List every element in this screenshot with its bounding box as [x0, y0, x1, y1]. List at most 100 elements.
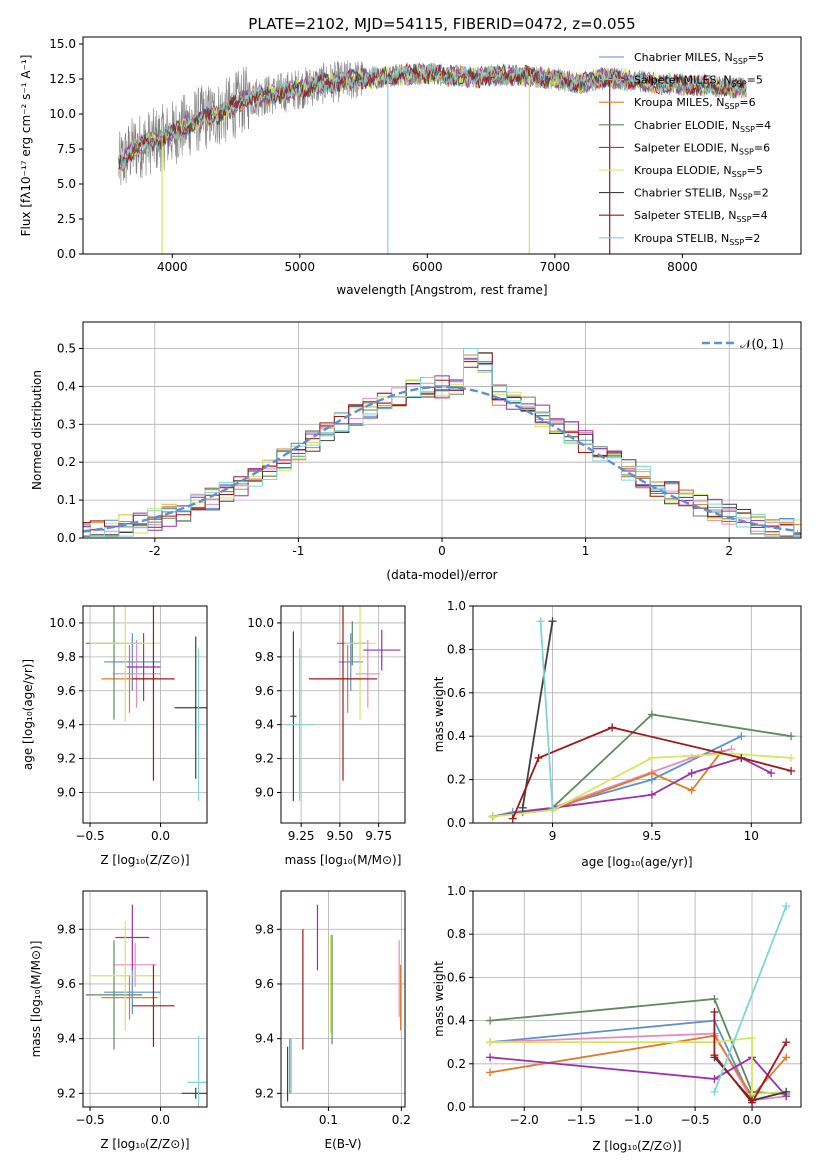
age_vs_Z-ytick-label: 9.4: [57, 718, 76, 732]
legend-n: =6: [739, 96, 755, 109]
legend-sub: SSP: [733, 57, 748, 66]
legend-n: =5: [747, 164, 763, 177]
weight_vs_Z-ylabel: mass weight: [432, 961, 446, 1037]
legend-n: =6: [754, 141, 770, 154]
weight_vs_age-ylabel: mass weight: [432, 676, 446, 752]
weight_vs_Z-xtick-label: −1.0: [624, 1113, 653, 1127]
legend-label: Kroupa MILES, N: [634, 96, 724, 109]
residuals-xtick-label: 2: [725, 544, 733, 558]
weight_vs_age-plot-area: [473, 606, 801, 823]
legend-label: Chabrier STELIB, N: [634, 187, 738, 200]
legend-n: =2: [744, 232, 760, 245]
weight_vs_Z-ytick-label: 0.8: [447, 927, 466, 941]
spectrum-xtick-label: 4000: [157, 260, 188, 274]
legend-n: =5: [747, 74, 763, 87]
residuals-xtick-label: 0: [438, 544, 446, 558]
legend-sub: SSP: [739, 147, 754, 156]
mass_vs_ebv-ytick-label: 9.2: [255, 1086, 274, 1100]
mass_vs_Z-panel: −0.5 0.0 9.2 9.4 9.6 9.8 Z [log₁₀(Z/Z⊙)] mass […: [29, 891, 210, 1151]
age_vs_Z-ytick-label: 10.0: [49, 616, 76, 630]
weight_vs_Z-panel: −2.0 −1.5 −1.0 −0.5 0.00.00.20.40.60.81.0Z […: [432, 884, 801, 1153]
spectrum-xtick-label: 5000: [285, 260, 316, 274]
legend-entry: Chabrier ELODIE, NSSP=4: [634, 119, 771, 134]
age_vs_Z-xtick-label: −0.5: [75, 829, 104, 843]
weight_vs_age-ytick-label: 0.4: [447, 729, 466, 743]
legend-sub: SSP: [736, 215, 751, 224]
spectrum-xtick-label: 7000: [540, 260, 571, 274]
spectrum-ytick-label: 2.5: [57, 212, 76, 226]
age_vs_mass-ytick-label: 9.6: [255, 684, 274, 698]
weight_vs_age-xtick-label: 10: [744, 829, 759, 843]
spectrum-ytick-label: 0.0: [57, 247, 76, 261]
legend-label: Kroupa STELIB, N: [634, 232, 729, 245]
weight_vs_age-ytick-label: 0.0: [447, 816, 466, 830]
age_vs_Z-ylabel: age [log₁₀(age/yr)]: [21, 659, 35, 770]
residuals-ytick-label: 0.2: [57, 455, 76, 469]
mass_vs_ebv-xlabel: E(B-V): [324, 1137, 361, 1151]
legend-entry: Salpeter MILES, NSSP=5: [634, 74, 763, 89]
mass_vs_ebv-ytick-label: 9.4: [255, 1032, 274, 1046]
spectrum-ytick-label: 5.0: [57, 177, 76, 191]
weight_vs_age-xtick-label: 9.5: [642, 829, 661, 843]
age_vs_Z-ytick-label: 9.8: [57, 650, 76, 664]
legend-entry: Salpeter ELODIE, NSSP=6: [634, 141, 770, 156]
weight_vs_Z-xtick-label: −0.5: [681, 1113, 710, 1127]
legend-sub: SSP: [738, 193, 753, 202]
age_vs_Z-ytick-label: 9.2: [57, 752, 76, 766]
age_vs_mass-xtick-label: 9.50: [327, 829, 354, 843]
weight_vs_Z-ytick-label: 1.0: [447, 884, 466, 898]
spectrum-title: PLATE=2102, MJD=54115, FIBERID=0472, z=0…: [248, 15, 635, 33]
mass_vs_Z-xtick-label: 0.0: [151, 1113, 170, 1127]
mass_vs_Z-ytick-label: 9.6: [57, 977, 76, 991]
legend-n: =4: [755, 119, 771, 132]
residuals-ytick-label: 0.5: [57, 342, 76, 356]
mass_vs_ebv-plot-area: [281, 891, 405, 1107]
weight-series-line: [493, 715, 791, 817]
residual-legend-label: 𝒩(0, 1): [740, 337, 784, 351]
residuals-ytick-label: 0.4: [57, 379, 76, 393]
mass_vs_Z-ylabel: mass [log₁₀(M/M⊙)]: [29, 941, 43, 1058]
age_vs_mass-xtick-label: 9.25: [288, 829, 315, 843]
age_vs_Z-xlabel: Z [log₁₀(Z/Z⊙)]: [100, 853, 189, 867]
mass_vs_ebv-xtick-label: 0.2: [392, 1113, 411, 1127]
age_vs_mass-xtick-label: 9.75: [365, 829, 392, 843]
weight_vs_age-panel: 9 9.5 10 0.0 0.2 0.4 0.6 0.8 1.0 age [log₁₀(age/y…: [432, 599, 801, 869]
weight_vs_Z-xtick-label: −2.0: [510, 1113, 539, 1127]
age_vs_mass-ytick-label: 9.0: [255, 785, 274, 799]
spectrum-xlabel: wavelength [Angstrom, rest frame]: [336, 283, 547, 297]
mass_vs_ebv-panel: 0.1 0.29.29.49.69.8E(B-V): [255, 891, 411, 1151]
mass_vs_Z-plot-area: [83, 891, 210, 1129]
weight_vs_Z-plot-area: [473, 891, 801, 1107]
age_vs_mass-xlabel: mass [log₁₀(M/M⊙)]: [285, 853, 402, 867]
weight_vs_age-ytick-label: 0.6: [447, 686, 466, 700]
legend-n: =2: [753, 187, 769, 200]
legend-sub: SSP: [724, 102, 739, 111]
age_vs_mass-ytick-label: 9.8: [255, 650, 274, 664]
mass_vs_ebv-ytick-label: 9.6: [255, 977, 274, 991]
mass_vs_Z-ytick-label: 9.2: [57, 1086, 76, 1100]
legend-entry: Chabrier STELIB, NSSP=2: [634, 187, 769, 202]
weight_vs_Z-ytick-label: 0.0: [447, 1100, 466, 1114]
mass_vs_Z-xlabel: Z [log₁₀(Z/Z⊙)]: [100, 1137, 189, 1151]
legend-sub: SSP: [740, 125, 755, 134]
legend-label: Chabrier MILES, N: [634, 51, 733, 64]
legend-label: Kroupa ELODIE, N: [634, 164, 732, 177]
age_vs_mass-ytick-label: 9.2: [255, 752, 274, 766]
age_vs_mass-ytick-label: 10.0: [247, 616, 274, 630]
legend-sub: SSP: [732, 80, 747, 89]
weight-series-line: [493, 754, 791, 817]
residual-xlabel: (data-model)/error: [386, 568, 497, 582]
weight_vs_age-ytick-label: 1.0: [447, 599, 466, 613]
age_vs_Z-ytick-label: 9.6: [57, 684, 76, 698]
mass_vs_ebv-xtick-label: 0.1: [319, 1113, 338, 1127]
residuals-ytick-label: 0.0: [57, 531, 76, 545]
residuals-ytick-label: 0.3: [57, 417, 76, 431]
age_vs_Z-frame: [83, 606, 207, 823]
spectrum-plot-area: [119, 61, 747, 255]
spectrum-xtick-label: 6000: [412, 260, 443, 274]
spectrum-panel: 4000 5000 6000 7000 80000.02.55.07.510.012.5…: [19, 15, 801, 297]
spectrum-ytick-label: 15.0: [49, 37, 76, 51]
age_vs_Z-xtick-label: 0.0: [151, 829, 170, 843]
legend-label: Salpeter STELIB, N: [634, 209, 736, 222]
spectrum-ylabel: Flux [fλ10⁻¹⁷ erg cm⁻² s⁻¹ A⁻¹]: [19, 55, 33, 237]
